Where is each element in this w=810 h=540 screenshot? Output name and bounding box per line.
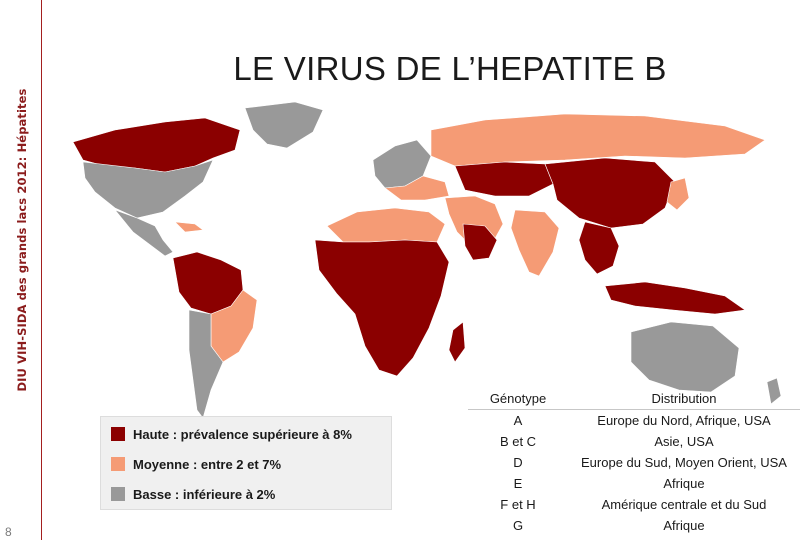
genotype-cell: B et C	[499, 434, 537, 449]
legend-label-haute: Haute : prévalence supérieure à 8%	[133, 426, 352, 442]
sidebar-title: DIU VIH-SIDA des grands lacs 2012: Hépat…	[0, 0, 44, 540]
table-row: F et H Amérique centrale et du Sud	[468, 494, 800, 515]
map-region-southeast-asia	[578, 221, 620, 275]
map-legend: Haute : prévalence supérieure à 8% Moyen…	[100, 416, 392, 510]
sidebar-title-text: DIU VIH-SIDA des grands lacs 2012: Hépat…	[15, 88, 29, 392]
map-region-india	[510, 209, 560, 277]
legend-swatch-haute	[111, 427, 125, 441]
genotype-cell: F et H	[500, 497, 536, 512]
map-region-central-america	[114, 209, 174, 257]
genotype-cell: G	[512, 518, 524, 533]
header-distribution: Distribution	[568, 388, 800, 410]
world-map	[45, 100, 810, 510]
table-row: E Afrique	[468, 473, 800, 494]
map-region-japan	[666, 177, 690, 211]
table-row: A Europe du Nord, Afrique, USA	[468, 410, 800, 432]
table-row: G Afrique	[468, 515, 800, 536]
page-number: 8	[5, 525, 12, 539]
legend-item-basse: Basse : inférieure à 2%	[111, 483, 275, 505]
distribution-cell: Asie, USA	[654, 434, 714, 449]
legend-label-basse: Basse : inférieure à 2%	[133, 486, 276, 502]
map-region-madagascar	[448, 321, 466, 363]
map-region-arabia	[462, 223, 498, 261]
map-region-indonesia	[604, 281, 746, 315]
map-region-central-asia	[454, 161, 554, 197]
map-region-subsaharan-africa	[314, 239, 450, 377]
map-region-australia	[630, 321, 740, 393]
map-region-southern-cone	[188, 309, 224, 419]
genotype-cell: D	[513, 455, 523, 470]
map-region-china	[544, 157, 676, 229]
distribution-cell: Afrique	[663, 476, 705, 491]
distribution-cell: Afrique	[663, 518, 705, 533]
legend-item-moyenne: Moyenne : entre 2 et 7%	[111, 453, 281, 475]
map-region-russia	[430, 113, 766, 167]
slide-title: LE VIRUS DE L’HEPATITE B	[233, 50, 667, 87]
map-region-greenland	[244, 101, 324, 149]
table-row: B et C Asie, USA	[468, 431, 800, 452]
header-genotype: Génotype	[468, 388, 568, 410]
distribution-cell: Europe du Nord, Afrique, USA	[597, 413, 771, 428]
distribution-cell: Amérique centrale et du Sud	[601, 497, 767, 512]
table-row: D Europe du Sud, Moyen Orient, USA	[468, 452, 800, 473]
map-region-caribbean	[174, 221, 204, 233]
map-region-usa	[82, 159, 214, 219]
legend-swatch-moyenne	[111, 457, 125, 471]
genotype-table: Génotype Distribution A Europe du Nord, …	[468, 388, 800, 536]
genotype-cell: A	[513, 413, 523, 428]
distribution-cell: Europe du Sud, Moyen Orient, USA	[581, 455, 787, 470]
table-header-row: Génotype Distribution	[468, 388, 800, 410]
map-region-north-africa	[326, 207, 446, 243]
legend-item-haute: Haute : prévalence supérieure à 8%	[111, 423, 352, 445]
map-region-southern-europe	[384, 175, 450, 201]
genotype-cell: E	[513, 476, 523, 491]
legend-label-moyenne: Moyenne : entre 2 et 7%	[133, 456, 282, 472]
legend-swatch-basse	[111, 487, 125, 501]
sidebar-divider	[41, 0, 42, 540]
